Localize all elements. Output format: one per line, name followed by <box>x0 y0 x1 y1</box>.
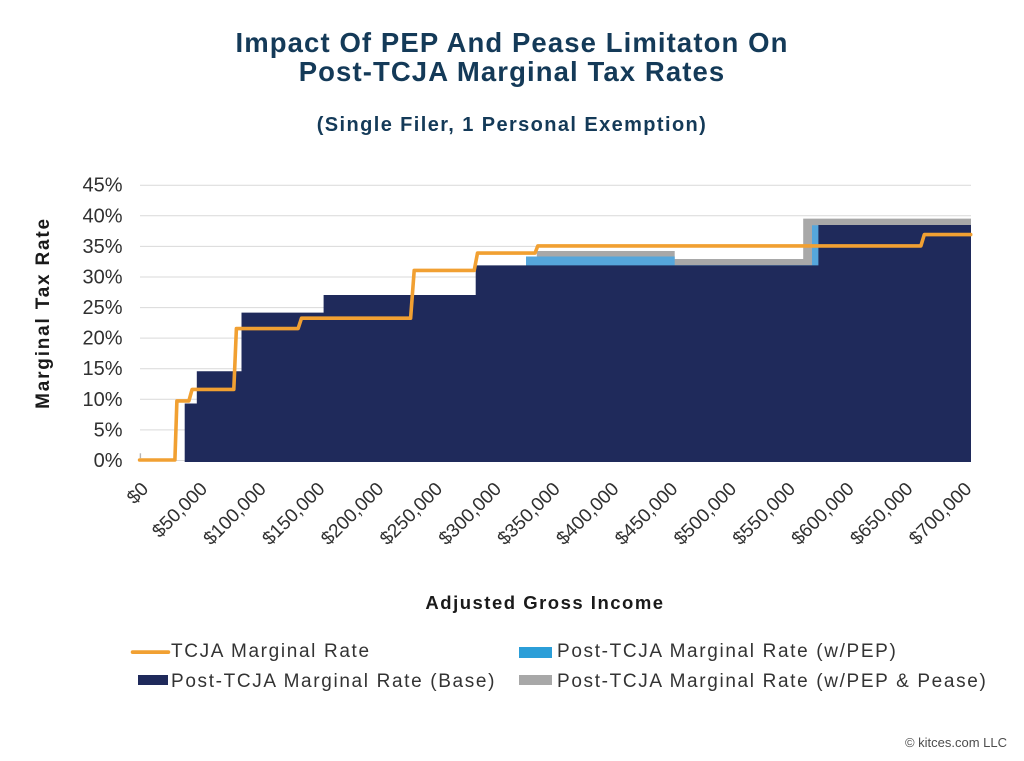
svg-text:$250,000: $250,000 <box>376 479 447 550</box>
svg-text:$700,000: $700,000 <box>905 479 976 550</box>
svg-text:15%: 15% <box>82 358 122 380</box>
svg-text:10%: 10% <box>82 389 122 411</box>
svg-text:$350,000: $350,000 <box>494 479 565 550</box>
svg-text:$600,000: $600,000 <box>788 479 859 550</box>
svg-text:$650,000: $650,000 <box>847 479 918 550</box>
svg-text:$450,000: $450,000 <box>611 479 682 550</box>
svg-text:25%: 25% <box>82 297 122 319</box>
svg-text:$0: $0 <box>123 479 153 509</box>
svg-text:$100,000: $100,000 <box>200 479 271 550</box>
svg-text:20%: 20% <box>82 328 122 350</box>
svg-text:30%: 30% <box>82 267 122 289</box>
svg-text:$150,000: $150,000 <box>259 479 330 550</box>
svg-text:45%: 45% <box>82 175 122 197</box>
svg-text:35%: 35% <box>82 236 122 258</box>
svg-text:40%: 40% <box>82 205 122 227</box>
svg-text:5%: 5% <box>94 419 123 441</box>
svg-text:$400,000: $400,000 <box>553 479 624 550</box>
svg-text:$200,000: $200,000 <box>317 479 388 550</box>
svg-text:$500,000: $500,000 <box>670 479 741 550</box>
svg-text:$300,000: $300,000 <box>435 479 506 550</box>
svg-text:$550,000: $550,000 <box>729 479 800 550</box>
svg-text:0%: 0% <box>94 450 123 472</box>
